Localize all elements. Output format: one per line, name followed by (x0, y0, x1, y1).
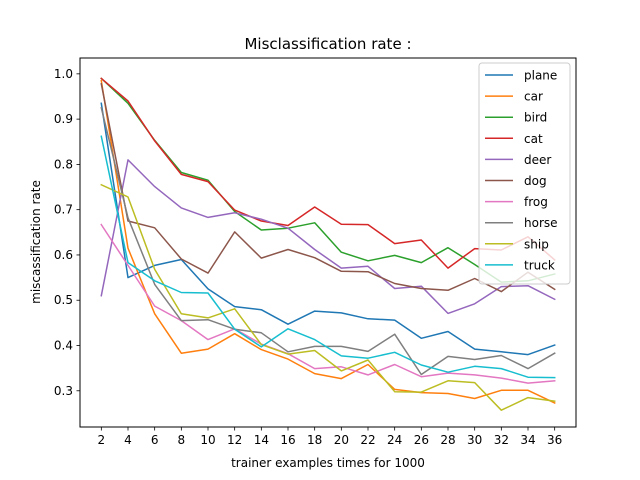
y-tick-label: 0.6 (54, 248, 73, 262)
series-line-car (100, 79, 556, 404)
series-line-frog (100, 223, 556, 384)
x-tick-label: 28 (440, 433, 455, 447)
x-axis-label: trainer examples times for 1000 (231, 456, 425, 470)
x-tick-label: 22 (360, 433, 375, 447)
y-tick-label: 0.9 (54, 112, 73, 126)
y-tick-label: 0.5 (54, 293, 73, 307)
x-tick-label: 10 (200, 433, 215, 447)
y-axis-label: miscassification rate (29, 180, 43, 304)
legend-label-dog: dog (524, 174, 547, 188)
legend-label-plane: plane (524, 69, 557, 83)
legend-label-truck: truck (524, 258, 555, 272)
x-tick-label: 30 (467, 433, 482, 447)
x-tick-label: 24 (387, 433, 402, 447)
y-tick-label: 0.4 (54, 339, 73, 353)
x-tick-label: 16 (280, 433, 295, 447)
series-line-ship (100, 183, 556, 411)
chart-title: Misclassification rate : (244, 35, 411, 53)
y-tick-label: 1.0 (54, 67, 73, 81)
x-tick-label: 20 (334, 433, 349, 447)
legend-label-horse: horse (524, 216, 558, 230)
y-tick-label: 0.8 (54, 157, 73, 171)
legend-label-bird: bird (524, 111, 547, 125)
legend-label-deer: deer (524, 153, 551, 167)
x-tick-label: 26 (414, 433, 429, 447)
x-tick-label: 6 (151, 433, 159, 447)
legend-label-ship: ship (524, 237, 549, 251)
y-tick-label: 0.7 (54, 203, 73, 217)
series-line-deer (100, 159, 556, 315)
legend-label-car: car (524, 90, 543, 104)
x-tick-label: 32 (494, 433, 509, 447)
y-tick-label: 0.3 (54, 384, 73, 398)
legend-box (478, 62, 571, 285)
y-axis-ticks: 0.3 0.4 0.5 0.6 0.7 0.8 0.9 1.0 (54, 67, 80, 398)
x-tick-label: 4 (124, 433, 132, 447)
x-tick-label: 36 (547, 433, 562, 447)
x-tick-label: 8 (178, 433, 186, 447)
legend-label-frog: frog (524, 195, 548, 209)
plot-frame (79, 57, 577, 428)
x-tick-label: 2 (98, 433, 106, 447)
series-line-horse (100, 106, 556, 376)
x-axis-ticks: 2 4 6 8 10 12 14 16 18 20 22 24 26 28 30 32 34 36 (98, 427, 562, 447)
plot-lines (100, 77, 556, 411)
x-tick-label: 34 (520, 433, 535, 447)
x-tick-label: 14 (254, 433, 269, 447)
x-tick-label: 12 (227, 433, 242, 447)
series-line-truck (100, 135, 556, 379)
legend-label-cat: cat (524, 132, 543, 146)
x-tick-label: 18 (307, 433, 322, 447)
series-line-plane (100, 102, 556, 356)
legend: plane car bird cat deer dog frog horse ship truck (478, 62, 571, 285)
